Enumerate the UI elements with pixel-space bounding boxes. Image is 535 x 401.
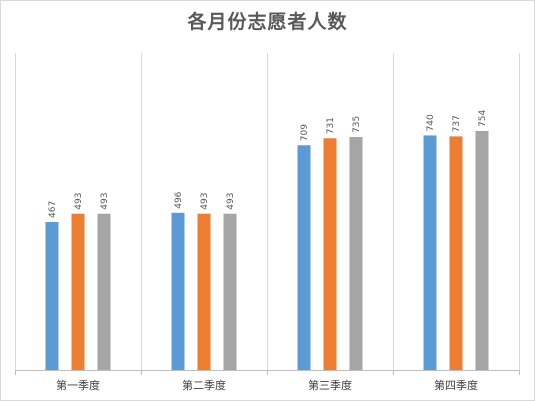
x-tick-label: 第一季度 [56,378,100,392]
chart-title: 各月份志愿者人数 [187,11,348,33]
x-tick-label: 第二季度 [182,378,226,392]
bar [423,135,437,370]
bar [223,213,237,370]
data-label: 709 [300,124,310,141]
bar [475,130,489,370]
data-label: 496 [174,191,184,208]
bar [449,136,463,370]
bar [97,213,111,370]
x-tick-label: 第四季度 [434,378,478,392]
bar [45,221,59,370]
data-label: 493 [200,193,210,210]
data-label: 467 [48,201,58,218]
bar [71,213,85,370]
data-label: 493 [100,193,110,210]
data-label: 731 [326,117,336,134]
data-label: 754 [478,110,488,127]
data-label: 737 [452,115,462,132]
data-label: 493 [74,193,84,210]
bar [349,137,363,370]
bar [197,213,211,370]
bar [297,145,311,370]
data-label: 493 [226,193,236,210]
x-tick-label: 第三季度 [308,378,352,392]
data-label: 740 [426,114,436,131]
bar [171,212,185,370]
data-label: 735 [352,116,362,133]
bar [323,138,337,370]
